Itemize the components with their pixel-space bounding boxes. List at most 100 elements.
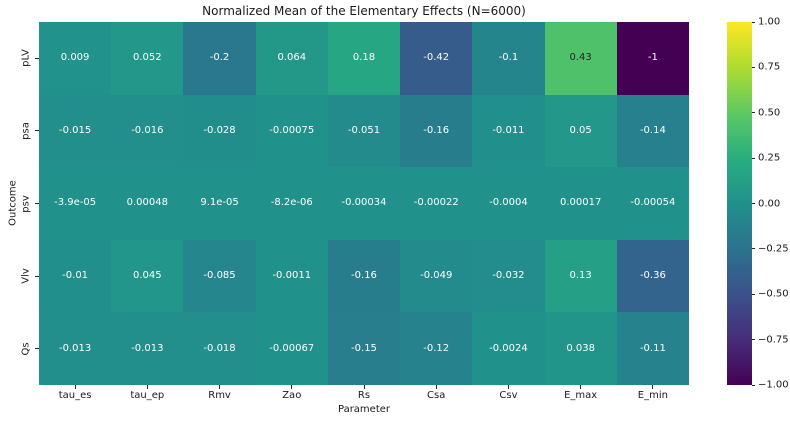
y-tickmark bbox=[35, 275, 39, 277]
cell-value: -0.016 bbox=[131, 124, 164, 136]
heatmap-cell: -0.028 bbox=[183, 94, 256, 168]
heatmap-cell: -0.018 bbox=[183, 312, 256, 385]
cell-value: 0.052 bbox=[133, 52, 162, 64]
heatmap-cell: 0.064 bbox=[255, 22, 328, 95]
cell-value: 0.00048 bbox=[126, 197, 168, 209]
heatmap-cell: -0.013 bbox=[39, 312, 112, 385]
cell-value: -0.018 bbox=[203, 342, 236, 354]
cell-value: -0.028 bbox=[203, 124, 236, 136]
heatmap-cell: 0.05 bbox=[544, 94, 617, 168]
colorbar-tickmark bbox=[752, 384, 755, 386]
chart-title: Normalized Mean of the Elementary Effect… bbox=[202, 4, 526, 18]
colorbar bbox=[727, 22, 752, 385]
cell-value: -1 bbox=[647, 52, 658, 64]
cell-value: -8.2e-06 bbox=[270, 197, 313, 209]
x-tick-label: Rmv bbox=[208, 390, 231, 401]
cell-value: 0.43 bbox=[569, 52, 592, 64]
cell-value: -0.085 bbox=[203, 270, 236, 282]
colorbar-tickmark bbox=[752, 203, 755, 204]
heatmap-cell: 0.18 bbox=[327, 22, 401, 95]
colorbar-tick-label: 0.00 bbox=[758, 198, 781, 209]
colorbar-tickmark bbox=[752, 339, 755, 341]
cell-value: -0.051 bbox=[347, 124, 381, 136]
cell-value: 0.038 bbox=[566, 342, 595, 354]
heatmap-cell: -0.00034 bbox=[327, 167, 401, 240]
x-tick-label: Csa bbox=[427, 390, 446, 401]
y-tickmark bbox=[35, 57, 39, 59]
colorbar-tickmark bbox=[752, 248, 755, 250]
colorbar-tick-label: 0.50 bbox=[758, 107, 781, 119]
y-tickmark bbox=[35, 348, 39, 350]
cell-value: -0.2 bbox=[209, 52, 230, 64]
heatmap-cell: 0.00048 bbox=[111, 167, 184, 240]
x-tick-label: E_max bbox=[564, 390, 598, 401]
colorbar-tick-label: −0.75 bbox=[758, 334, 789, 346]
colorbar-tick-label: −0.50 bbox=[758, 288, 789, 300]
heatmap-cell: -0.032 bbox=[472, 239, 545, 313]
x-axis-label: Parameter bbox=[337, 404, 391, 415]
y-tick-label: pLV bbox=[20, 49, 32, 68]
cell-value: -0.015 bbox=[58, 124, 92, 136]
heatmap-cell: -0.0004 bbox=[472, 167, 545, 240]
cell-value: -0.00067 bbox=[269, 342, 315, 354]
y-axis-label: Outcome bbox=[7, 180, 19, 226]
heatmap-cell: -0.01 bbox=[39, 239, 112, 313]
heatmap-cell: 0.00017 bbox=[544, 167, 617, 240]
cell-value: 0.009 bbox=[60, 52, 90, 64]
heatmap-cell: -0.12 bbox=[400, 312, 473, 385]
colorbar-tickmark bbox=[752, 112, 755, 114]
heatmap-cell: -1 bbox=[616, 22, 689, 95]
x-tickmark bbox=[291, 385, 293, 389]
y-tickmark bbox=[35, 130, 39, 132]
heatmap-cell: -0.11 bbox=[616, 312, 689, 385]
colorbar-tick-label: 1.00 bbox=[758, 16, 781, 28]
heatmap-cell: 0.43 bbox=[544, 22, 617, 95]
y-tick-label: psv bbox=[20, 194, 32, 213]
x-tickmark bbox=[435, 385, 437, 389]
cell-value: -0.36 bbox=[639, 270, 666, 282]
colorbar-tickmark bbox=[752, 293, 755, 295]
heatmap-cell: -0.00075 bbox=[255, 94, 328, 168]
cell-value: -0.032 bbox=[492, 270, 525, 282]
heatmap-cell: 0.009 bbox=[39, 22, 112, 95]
y-tick-label: Vlv bbox=[20, 268, 32, 284]
cell-value: 0.064 bbox=[277, 52, 307, 64]
heatmap-cell: 0.045 bbox=[111, 239, 184, 313]
x-tickmark bbox=[219, 385, 221, 389]
heatmap-cell: -0.14 bbox=[616, 94, 689, 168]
colorbar-tickmark bbox=[752, 21, 755, 23]
x-tick-label: tau_es bbox=[58, 390, 92, 401]
heatmap-cell: -0.00054 bbox=[616, 167, 689, 240]
y-tick-label: psa bbox=[20, 122, 32, 140]
cell-value: -0.013 bbox=[131, 342, 164, 354]
cell-value: -0.16 bbox=[351, 270, 377, 282]
cell-value: -0.01 bbox=[62, 270, 89, 282]
cell-value: 9.1e-05 bbox=[200, 197, 239, 209]
x-tickmark bbox=[363, 385, 365, 389]
x-tickmark bbox=[652, 385, 654, 389]
y-tick-label: Qs bbox=[20, 342, 32, 356]
heatmap-cell: -0.0024 bbox=[472, 312, 545, 385]
heatmap-cell: -0.2 bbox=[183, 22, 256, 95]
cell-value: -0.00034 bbox=[341, 197, 387, 209]
heatmap-cell: 0.038 bbox=[544, 312, 617, 385]
heatmap-cell: -0.00022 bbox=[400, 167, 473, 240]
heatmap-cell: -8.2e-06 bbox=[255, 167, 328, 240]
heatmap-cell: 0.13 bbox=[544, 239, 617, 313]
cell-value: -0.11 bbox=[639, 342, 666, 354]
cell-value: 0.00017 bbox=[559, 197, 602, 209]
x-tick-label: Zao bbox=[282, 390, 302, 401]
heatmap-cell: -0.0011 bbox=[255, 239, 328, 313]
x-tickmark bbox=[580, 385, 582, 389]
heatmap-cell: -0.00067 bbox=[255, 312, 328, 385]
x-tick-label: tau_ep bbox=[130, 390, 165, 401]
heatmap-cell: -3.9e-05 bbox=[39, 167, 112, 240]
cell-value: -0.013 bbox=[58, 342, 92, 354]
cell-value: -0.16 bbox=[423, 124, 450, 136]
x-tick-label: E_min bbox=[637, 390, 668, 401]
cell-value: -0.12 bbox=[423, 342, 450, 354]
cell-value: 0.05 bbox=[569, 124, 592, 136]
colorbar-tick-label: −0.25 bbox=[758, 243, 789, 255]
cell-value: -0.0024 bbox=[489, 342, 528, 354]
